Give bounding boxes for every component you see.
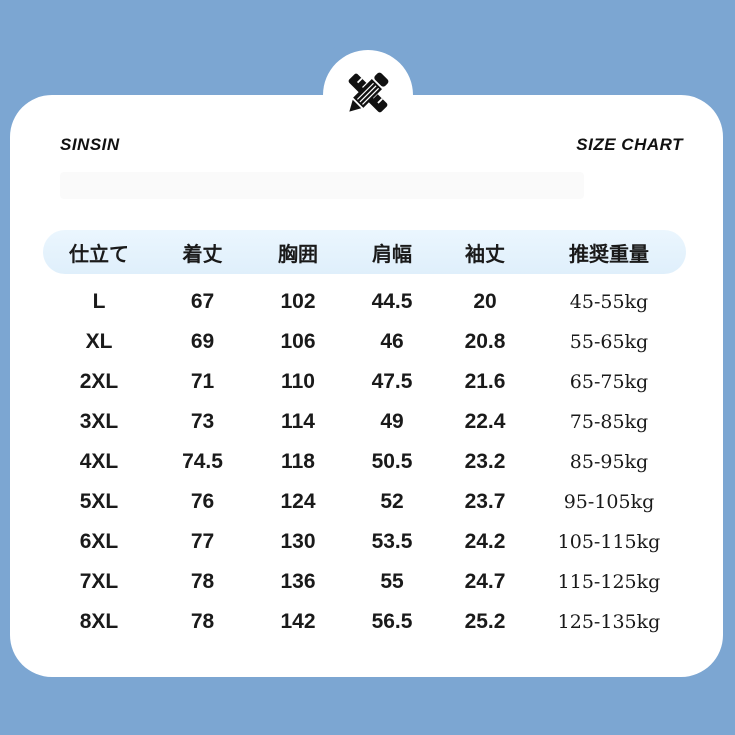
sleeve-cell: 20.8 (464, 330, 506, 353)
size-cell: 2XL (79, 370, 119, 393)
shoulder-cell: 52 (380, 490, 404, 513)
weight-cell: 105-115kg (557, 531, 661, 553)
chest-cell: 124 (280, 490, 316, 513)
pencil-ruler-icon (338, 63, 398, 128)
shoulder-cell: 53.5 (371, 530, 413, 553)
column-header-length: 着丈 (182, 243, 223, 266)
table-body: L 67 102 44.5 20 45-55kg XL 69 106 46 20… (43, 282, 686, 642)
shoulder-cell: 50.5 (371, 450, 413, 473)
shoulder-cell: 46 (380, 330, 404, 353)
length-cell: 67 (190, 290, 215, 313)
length-cell: 71 (190, 370, 215, 393)
length-cell: 78 (190, 570, 215, 593)
shoulder-cell: 47.5 (371, 370, 413, 393)
table-row: 6XL 77 130 53.5 24.2 105-115kg (43, 522, 686, 562)
weight-cell: 95-105kg (563, 491, 655, 513)
sleeve-cell: 23.2 (464, 450, 506, 473)
sleeve-cell: 20 (473, 290, 497, 313)
shoulder-cell: 56.5 (371, 610, 413, 633)
chest-cell: 114 (281, 410, 315, 433)
size-cell: 6XL (79, 530, 119, 553)
weight-cell: 65-75kg (569, 371, 649, 393)
size-cell: 5XL (79, 490, 119, 513)
weight-cell: 115-125kg (557, 571, 661, 593)
length-cell: 74.5 (182, 450, 223, 473)
size-cell: 7XL (79, 570, 119, 593)
column-header-sleeve: 袖丈 (465, 243, 505, 266)
sleeve-cell: 23.7 (464, 490, 506, 513)
size-cell: 8XL (79, 610, 119, 633)
chest-cell: 106 (280, 330, 316, 353)
sleeve-cell: 24.7 (464, 570, 506, 593)
sleeve-cell: 21.6 (464, 370, 506, 393)
length-cell: 76 (190, 490, 215, 513)
badge-circle (323, 50, 413, 140)
brand-logo: SINSIN (60, 135, 120, 154)
sleeve-cell: 22.4 (464, 410, 506, 433)
sleeve-cell: 24.2 (464, 530, 506, 553)
column-header-chest: 胸囲 (278, 243, 318, 266)
length-cell: 69 (190, 330, 215, 353)
table-row: 8XL 78 142 56.5 25.2 125-135kg (43, 602, 686, 642)
table-row: L 67 102 44.5 20 45-55kg (43, 282, 686, 322)
column-header-weight: 推奨重量 (569, 243, 649, 266)
table-row: 4XL 74.5 118 50.5 23.2 85-95kg (43, 442, 686, 482)
chest-cell: 136 (280, 570, 316, 593)
table-row: 5XL 76 124 52 23.7 95-105kg (43, 482, 686, 522)
size-table: 仕立て 着丈 胸囲 肩幅 袖丈 推奨重量 L 67 102 44.5 20 45… (43, 230, 686, 642)
size-cell: XL (85, 330, 113, 353)
size-chart-title: SIZE CHART (576, 135, 683, 154)
column-header-shoulder: 肩幅 (372, 243, 412, 266)
weight-cell: 55-65kg (569, 331, 649, 353)
size-cell: L (92, 290, 106, 313)
shoulder-cell: 49 (380, 410, 404, 433)
highlight-bar (60, 172, 584, 199)
chest-cell: 142 (280, 610, 316, 633)
table-row: 3XL 73 114 49 22.4 75-85kg (43, 402, 686, 442)
weight-cell: 125-135kg (557, 611, 661, 633)
size-cell: 4XL (79, 450, 119, 473)
length-cell: 73 (190, 410, 215, 433)
chest-cell: 102 (280, 290, 316, 313)
table-row: 7XL 78 136 55 24.7 115-125kg (43, 562, 686, 602)
table-header-row: 仕立て 着丈 胸囲 肩幅 袖丈 推奨重量 (43, 230, 686, 274)
sleeve-cell: 25.2 (464, 610, 506, 633)
weight-cell: 85-95kg (569, 451, 649, 473)
chest-cell: 130 (280, 530, 316, 553)
table-row: 2XL 71 110 47.5 21.6 65-75kg (43, 362, 686, 402)
shoulder-cell: 55 (380, 570, 404, 593)
chest-cell: 110 (281, 370, 315, 393)
length-cell: 77 (190, 530, 215, 553)
chest-cell: 118 (281, 450, 315, 473)
shoulder-cell: 44.5 (371, 290, 413, 313)
weight-cell: 75-85kg (569, 411, 649, 433)
column-header-size: 仕立て (69, 243, 129, 266)
weight-cell: 45-55kg (569, 291, 649, 313)
table-row: XL 69 106 46 20.8 55-65kg (43, 322, 686, 362)
size-cell: 3XL (79, 410, 119, 433)
length-cell: 78 (190, 610, 215, 633)
